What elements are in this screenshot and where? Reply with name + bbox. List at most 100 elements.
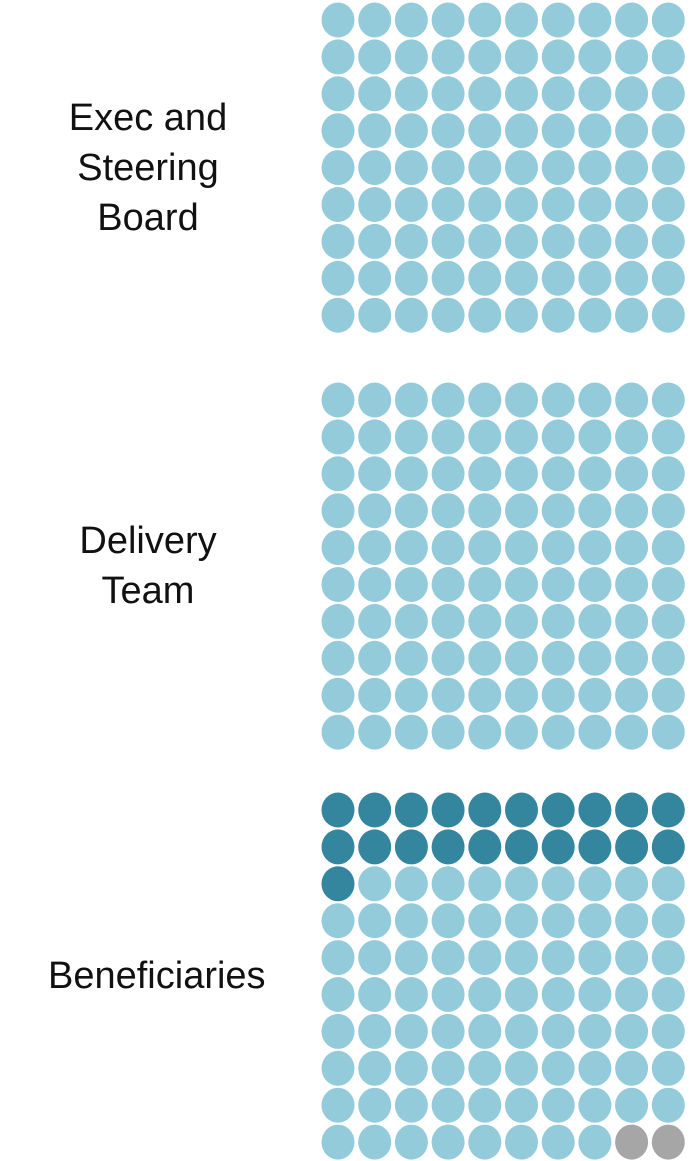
dot <box>651 677 685 713</box>
dot <box>615 150 649 186</box>
dot <box>651 1050 685 1086</box>
dot <box>505 530 538 566</box>
dot <box>541 603 575 639</box>
dot <box>578 76 612 112</box>
dot <box>541 113 575 149</box>
dot <box>615 603 649 639</box>
dot <box>505 677 538 713</box>
dot <box>431 419 465 455</box>
dot <box>358 677 392 713</box>
dot <box>321 792 355 828</box>
dot <box>394 567 428 602</box>
dot <box>615 223 649 259</box>
dot <box>541 456 575 492</box>
dot <box>468 150 502 186</box>
dot <box>431 150 465 186</box>
dot <box>615 677 649 713</box>
dot <box>578 382 612 418</box>
dot <box>394 1013 428 1049</box>
dot <box>394 1050 428 1086</box>
dot <box>358 1050 392 1086</box>
dot <box>541 1013 575 1049</box>
dot <box>394 456 428 492</box>
dot <box>431 76 465 112</box>
dot <box>615 530 649 566</box>
dot <box>541 382 575 418</box>
group-label: Delivery Team <box>79 520 217 613</box>
dot <box>468 1013 502 1049</box>
dot <box>321 1124 355 1160</box>
dot <box>615 977 649 1012</box>
dot <box>431 39 465 75</box>
dot <box>468 297 502 333</box>
dot <box>431 297 465 333</box>
dot <box>394 187 428 222</box>
dot <box>394 903 428 939</box>
dot <box>394 603 428 639</box>
dot <box>358 530 392 566</box>
dot <box>541 940 575 976</box>
dot <box>431 223 465 259</box>
dot <box>505 903 538 939</box>
dot <box>578 714 612 750</box>
dot <box>431 792 465 828</box>
dot <box>505 977 538 1012</box>
dot <box>321 530 355 566</box>
dot <box>505 1087 538 1123</box>
dot <box>651 567 685 602</box>
dot <box>651 940 685 976</box>
dot <box>431 903 465 939</box>
dot <box>431 829 465 865</box>
dot <box>651 2 685 38</box>
dot <box>615 567 649 602</box>
dot <box>651 1124 685 1160</box>
dot <box>505 714 538 750</box>
dot <box>615 866 649 902</box>
dot <box>615 940 649 976</box>
dot <box>468 456 502 492</box>
dot <box>394 76 428 112</box>
dot <box>541 977 575 1012</box>
dot <box>541 223 575 259</box>
dot <box>578 260 612 296</box>
dot <box>321 603 355 639</box>
dot <box>358 493 392 529</box>
dot <box>431 677 465 713</box>
dot <box>651 603 685 639</box>
dot <box>321 419 355 455</box>
dot <box>578 187 612 222</box>
dot <box>615 1087 649 1123</box>
dot <box>358 567 392 602</box>
dot <box>431 382 465 418</box>
dot <box>321 456 355 492</box>
dot <box>358 1124 392 1160</box>
dot <box>321 493 355 529</box>
dot <box>651 113 685 149</box>
dot <box>431 640 465 676</box>
dot <box>468 829 502 865</box>
dot <box>541 1050 575 1086</box>
dot <box>468 187 502 222</box>
dot <box>394 714 428 750</box>
dot <box>431 187 465 222</box>
dot <box>541 39 575 75</box>
dot <box>615 260 649 296</box>
dot <box>468 940 502 976</box>
dot <box>468 76 502 112</box>
dot <box>578 792 612 828</box>
dot <box>321 2 355 38</box>
dot <box>505 76 538 112</box>
dot <box>468 419 502 455</box>
dot <box>651 187 685 222</box>
dot <box>651 150 685 186</box>
dot <box>468 792 502 828</box>
dot <box>651 977 685 1012</box>
dot <box>468 1124 502 1160</box>
dot <box>321 640 355 676</box>
dot <box>505 2 538 38</box>
dot <box>578 977 612 1012</box>
dot <box>468 2 502 38</box>
dot <box>541 187 575 222</box>
dot <box>651 39 685 75</box>
dot <box>615 76 649 112</box>
